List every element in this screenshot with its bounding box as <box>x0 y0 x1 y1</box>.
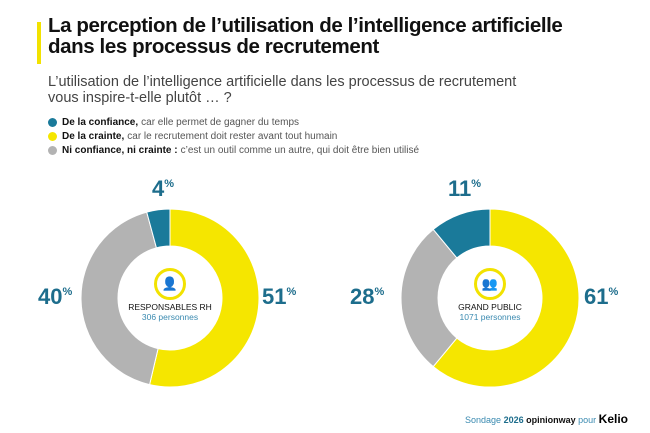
group-people-icon: 👥 <box>474 268 506 300</box>
legend-bold: De la confiance, <box>62 116 139 128</box>
data-label-rh-confiance: 4% <box>152 176 175 201</box>
kelio-logo: Kelio <box>598 412 628 426</box>
legend-dot <box>48 117 57 127</box>
center-rh: 👤 RESPONSABLES RH 306 personnes <box>115 268 225 322</box>
footer-credit: Sondage 2026 opinionway pour Kelio <box>465 412 628 426</box>
data-label-rh-crainte: 51% <box>262 284 297 309</box>
donut-segment-gp-crainte <box>432 208 580 388</box>
donut-segment-rh-confiance <box>146 208 171 249</box>
data-label-rh-neutre: 40% <box>38 284 73 309</box>
footer-pour: pour <box>578 415 597 425</box>
donut-segment-rh-neutre <box>80 211 159 386</box>
page-title: La perception de l’utilisation de l’inte… <box>48 14 563 58</box>
legend-text: c’est un outil comme un autre, qui doit … <box>180 144 420 156</box>
legend-item-confiance: De la confiance, car elle permet de gagne… <box>48 115 419 129</box>
person-document-icon: 👤 <box>154 268 186 300</box>
center-sub: 306 personnes <box>141 312 199 322</box>
footer-prefix: Sondage <box>465 415 502 425</box>
legend-dot <box>48 145 57 155</box>
center-label: GRAND PUBLIC <box>458 302 522 312</box>
data-label-gp-confiance: 11% <box>448 176 482 201</box>
legend-bold: De la crainte, <box>62 130 125 142</box>
center-label: RESPONSABLES RH <box>128 302 212 312</box>
legend-text: car le recrutement doit rester avant tou… <box>127 130 338 142</box>
legend-item-crainte: De la crainte, car le recrutement doit re… <box>48 129 419 143</box>
footer-year: 2026 <box>503 415 524 425</box>
opinionway-logo: opinionway <box>526 415 576 425</box>
title-accent-bar <box>37 22 41 64</box>
legend-dot <box>48 131 57 141</box>
donut-segment-gp-confiance <box>432 208 491 259</box>
center-sub: 1071 personnes <box>459 312 521 322</box>
data-label-gp-crainte: 61% <box>584 284 619 309</box>
legend-text: car elle permet de gagner du temps <box>141 116 300 128</box>
legend-bold: Ni confiance, ni crainte : <box>62 144 178 156</box>
center-gp: 👥 GRAND PUBLIC 1071 personnes <box>435 268 545 322</box>
data-label-gp-neutre: 28% <box>350 284 385 309</box>
legend: De la confiance, car elle permet de gagne… <box>48 115 419 157</box>
donut-segment-rh-crainte <box>148 208 260 388</box>
legend-item-neutre: Ni confiance, ni crainte : c’est un outil… <box>48 143 419 157</box>
survey-question: L’utilisation de l’intelligence artifici… <box>48 74 517 106</box>
